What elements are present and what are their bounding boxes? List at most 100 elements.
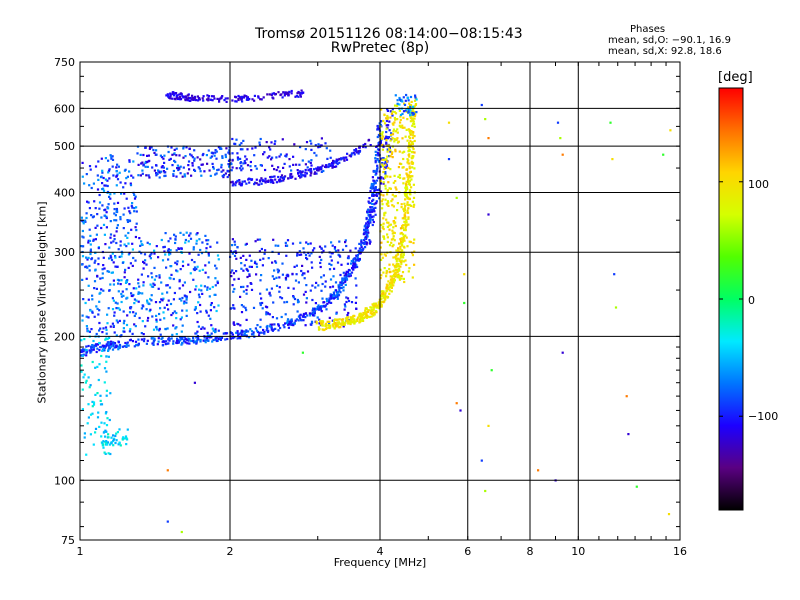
data-point (103, 214, 107, 217)
data-point (231, 252, 234, 255)
data-point (396, 102, 399, 105)
data-point (230, 332, 233, 335)
data-point (217, 304, 220, 307)
data-point (341, 280, 344, 283)
data-point (105, 328, 108, 331)
data-point (370, 185, 373, 188)
data-point (192, 246, 195, 249)
data-point (292, 295, 295, 298)
data-point (163, 340, 166, 343)
data-point (409, 140, 412, 143)
data-point (126, 219, 129, 222)
data-point (386, 295, 390, 299)
data-point (413, 203, 416, 206)
data-point (103, 184, 106, 187)
data-point (347, 268, 350, 272)
data-point (158, 327, 161, 330)
data-point (384, 166, 387, 169)
data-point (85, 354, 88, 357)
data-point (358, 257, 361, 261)
data-point (106, 341, 109, 344)
data-point (126, 236, 129, 239)
data-point (396, 118, 399, 121)
data-point (94, 259, 97, 262)
data-point (246, 96, 249, 99)
data-point (390, 112, 393, 115)
data-point (381, 143, 384, 146)
data-point (407, 150, 410, 153)
data-point (277, 323, 280, 326)
data-point (200, 284, 203, 287)
data-point (184, 98, 187, 101)
data-point (125, 443, 128, 446)
data-point (275, 168, 278, 172)
data-point (347, 257, 350, 260)
data-point (101, 331, 104, 334)
data-point (148, 255, 151, 258)
data-point (240, 267, 243, 270)
data-point (103, 233, 106, 236)
data-point (208, 295, 211, 298)
data-point (193, 157, 196, 160)
data-point (87, 344, 90, 348)
data-point (279, 178, 282, 181)
data-point (381, 256, 384, 259)
y-tick-label: 300 (54, 246, 75, 259)
data-point (224, 338, 227, 341)
data-point (409, 145, 412, 148)
data-point (375, 310, 378, 313)
data-point (296, 92, 299, 95)
data-point (262, 328, 265, 332)
data-point (309, 174, 312, 177)
data-point (380, 120, 383, 123)
data-point (299, 241, 302, 244)
data-point (234, 96, 238, 99)
data-point (98, 207, 101, 210)
data-point (324, 285, 327, 288)
data-point (170, 273, 173, 276)
data-point (248, 274, 251, 277)
data-point (396, 99, 399, 102)
data-point (269, 294, 272, 297)
data-point (119, 244, 122, 247)
data-point (283, 94, 286, 97)
data-point (336, 321, 339, 324)
data-point (200, 252, 204, 255)
data-point (406, 201, 409, 204)
data-point (189, 153, 192, 156)
data-point (285, 274, 288, 277)
data-point (391, 114, 394, 117)
data-point (386, 150, 389, 153)
data-point (301, 315, 304, 318)
data-point (394, 275, 397, 278)
data-point (373, 304, 376, 307)
data-point (215, 172, 218, 175)
data-point (159, 318, 162, 321)
data-point (81, 263, 84, 266)
data-point (317, 146, 320, 149)
data-point (396, 253, 399, 256)
data-point (114, 255, 117, 258)
data-point (204, 341, 207, 344)
data-point (412, 105, 415, 108)
data-point (206, 162, 209, 165)
data-point (272, 181, 275, 184)
data-point (239, 332, 242, 335)
data-point (250, 178, 254, 181)
data-point (179, 336, 182, 339)
data-point (122, 213, 125, 216)
data-point (393, 174, 396, 177)
data-point (230, 181, 233, 184)
data-point (256, 330, 260, 334)
data-point (399, 115, 402, 118)
data-point (304, 168, 307, 172)
data-point (250, 330, 254, 333)
data-point (369, 218, 372, 221)
data-point (234, 184, 237, 187)
data-point (394, 272, 397, 275)
data-point (154, 301, 158, 304)
data-point (344, 283, 347, 286)
data-point (396, 275, 399, 278)
data-point (110, 442, 113, 445)
data-point (331, 165, 334, 168)
